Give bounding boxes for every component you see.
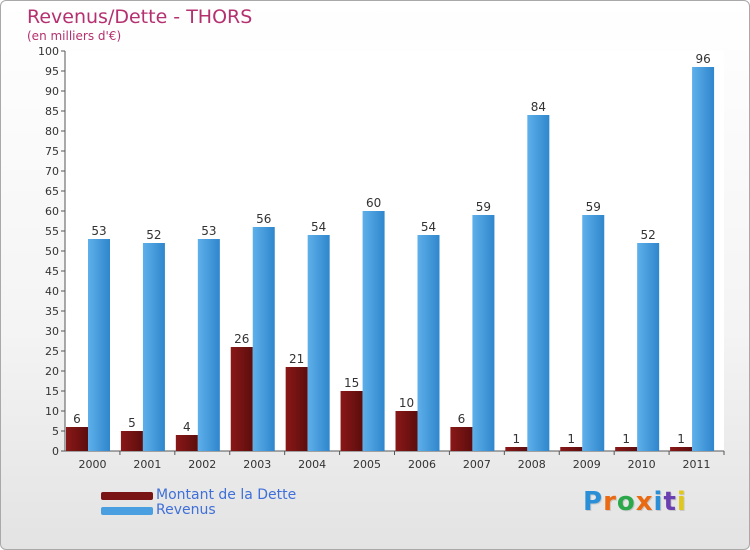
bar-dette (230, 347, 253, 451)
data-label-revenus: 56 (256, 212, 271, 226)
x-tick-label: 2004 (298, 458, 326, 471)
bar-dette (395, 411, 418, 451)
data-label-revenus: 96 (695, 52, 710, 66)
x-tick-label: 2010 (628, 458, 656, 471)
proxiti-logo: Proxiti (583, 487, 687, 517)
logo-letter: o (616, 487, 636, 517)
data-label-revenus: 53 (91, 224, 106, 238)
data-label-revenus: 59 (476, 200, 491, 214)
x-tick-label: 2011 (683, 458, 711, 471)
chart-subtitle: (en milliers d'€) (27, 29, 122, 43)
bar-revenus (252, 227, 275, 451)
legend-swatch-revenus (101, 507, 153, 515)
y-tick-label: 95 (45, 65, 59, 78)
bar-revenus (197, 239, 220, 451)
data-label-dette: 15 (344, 376, 359, 390)
x-tick-label: 2002 (188, 458, 216, 471)
data-label-dette: 1 (567, 432, 575, 446)
data-label-dette: 1 (513, 432, 521, 446)
data-label-dette: 1 (622, 432, 630, 446)
logo-letter: i (676, 487, 687, 517)
x-tick-label: 2007 (463, 458, 491, 471)
logo-letter: i (653, 487, 664, 517)
y-tick-label: 30 (45, 325, 59, 338)
y-tick-label: 40 (45, 285, 59, 298)
bar-revenus (637, 243, 660, 451)
logo-letter: P (583, 487, 604, 517)
y-tick-label: 80 (45, 125, 59, 138)
data-label-dette: 4 (183, 420, 191, 434)
y-tick-label: 10 (45, 405, 59, 418)
x-tick-label: 2003 (243, 458, 271, 471)
bar-dette (560, 447, 583, 451)
x-tick-label: 2009 (573, 458, 601, 471)
y-tick-label: 55 (45, 225, 59, 238)
y-tick-label: 15 (45, 385, 59, 398)
logo-letter: t (663, 487, 677, 517)
bar-dette (670, 447, 693, 451)
data-label-revenus: 53 (201, 224, 216, 238)
bar-revenus (307, 235, 330, 451)
data-label-revenus: 54 (311, 220, 326, 234)
bar-dette (615, 447, 638, 451)
bar-dette (450, 427, 473, 451)
x-tick-label: 2000 (78, 458, 106, 471)
y-tick-label: 90 (45, 85, 59, 98)
legend-label-dette: Montant de la Dette (156, 487, 297, 503)
x-tick-label: 2005 (353, 458, 381, 471)
y-tick-label: 50 (45, 245, 59, 258)
data-label-revenus: 84 (531, 100, 546, 114)
bar-revenus (582, 215, 605, 451)
data-label-dette: 6 (73, 412, 81, 426)
bar-revenus (417, 235, 440, 451)
y-tick-label: 60 (45, 205, 59, 218)
y-tick-label: 25 (45, 345, 59, 358)
bar-revenus (527, 115, 550, 451)
data-label-dette: 6 (458, 412, 466, 426)
bar-dette (340, 391, 363, 451)
bar-revenus (88, 239, 110, 451)
y-tick-label: 70 (45, 165, 59, 178)
y-tick-label: 45 (45, 265, 59, 278)
bar-revenus (142, 243, 165, 451)
y-tick-label: 0 (52, 445, 59, 458)
logo-letter: r (603, 487, 617, 517)
data-label-dette: 5 (128, 416, 136, 430)
data-label-dette: 21 (289, 352, 304, 366)
x-tick-label: 2006 (408, 458, 436, 471)
y-tick-label: 20 (45, 365, 59, 378)
data-label-revenus: 60 (366, 196, 381, 210)
y-tick-label: 75 (45, 145, 59, 158)
logo-letter: x (635, 487, 654, 517)
y-tick-label: 35 (45, 305, 59, 318)
y-tick-label: 85 (45, 105, 59, 118)
data-label-dette: 26 (234, 332, 249, 346)
bar-revenus (692, 67, 715, 451)
bar-dette (505, 447, 528, 451)
plot-area (65, 51, 724, 451)
y-tick-label: 100 (38, 45, 59, 58)
x-tick-label: 2008 (518, 458, 546, 471)
bar-dette (66, 427, 88, 451)
bar-revenus (472, 215, 495, 451)
data-label-revenus: 54 (421, 220, 436, 234)
y-tick-label: 5 (52, 425, 59, 438)
bar-dette (120, 431, 143, 451)
bar-dette (175, 435, 198, 451)
data-label-revenus: 52 (146, 228, 161, 242)
chart-title: Revenus/Dette - THORS (27, 6, 253, 28)
data-label-dette: 10 (399, 396, 414, 410)
legend-swatch-dette (101, 492, 153, 500)
legend-label-revenus: Revenus (156, 502, 216, 518)
data-label-dette: 1 (677, 432, 685, 446)
y-tick-label: 65 (45, 185, 59, 198)
data-label-revenus: 59 (586, 200, 601, 214)
bar-dette (285, 367, 308, 451)
x-tick-label: 2001 (133, 458, 161, 471)
data-label-revenus: 52 (641, 228, 656, 242)
bar-revenus (362, 211, 385, 451)
